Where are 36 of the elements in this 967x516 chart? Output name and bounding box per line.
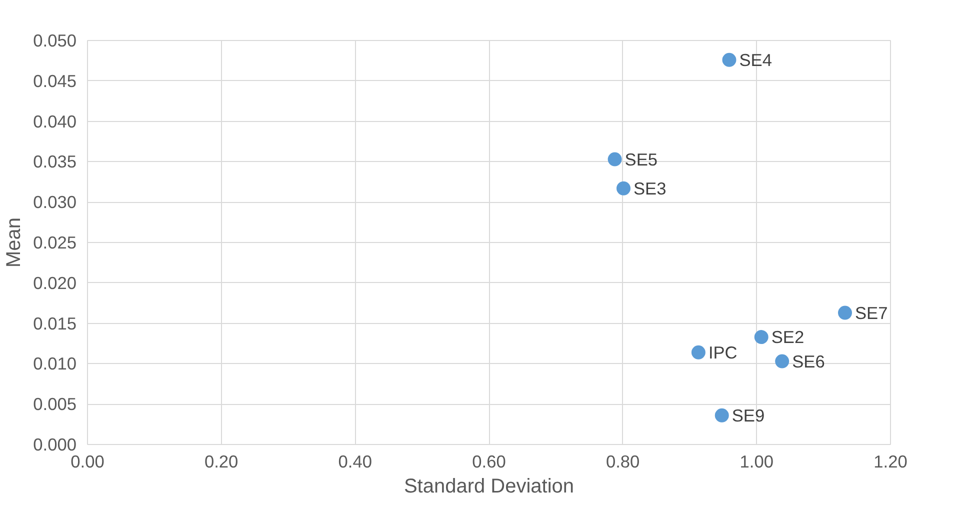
point	[608, 152, 622, 166]
x-tick-label: 1.20	[874, 452, 908, 472]
annotation: SE5	[624, 149, 658, 170]
x-tick-label: 0.80	[606, 452, 640, 472]
point	[775, 354, 790, 368]
y-axis-title: Mean	[3, 217, 26, 268]
point	[754, 330, 768, 344]
x-tick-label: 1.00	[740, 452, 774, 472]
y-tick-label: 0.015	[33, 313, 77, 334]
y-tick-label: 0.035	[33, 152, 77, 172]
y-tick-label: 0.045	[33, 70, 77, 91]
x-axis-title: Standard Deviation	[404, 476, 574, 498]
y-tick-label: 0.005	[33, 394, 77, 414]
point	[722, 52, 736, 67]
y-tick-label: 0.010	[33, 354, 77, 374]
x-tick-label: 0.40	[338, 452, 372, 472]
point	[714, 408, 729, 422]
point	[838, 306, 852, 320]
y-tick-label: 0.025	[33, 232, 77, 252]
annotation: IPC	[708, 342, 738, 362]
annotation: SE9	[732, 405, 765, 426]
annotation: SE3	[634, 178, 666, 198]
annotation: SE7	[854, 302, 888, 323]
x-tick-label: 0.20	[204, 452, 238, 472]
y-tick-label: 0.000	[33, 434, 77, 454]
annotation: SE6	[792, 351, 825, 372]
x-tick-label: 0.00	[70, 452, 104, 472]
x-tick-label: 0.60	[472, 452, 506, 472]
y-tick-label: 0.020	[33, 272, 77, 293]
y-tick-label: 0.030	[33, 192, 77, 212]
annotation: SE4	[739, 50, 772, 70]
y-tick-label: 0.050	[33, 30, 77, 50]
y-tick-label: 0.040	[33, 111, 77, 132]
point	[616, 181, 631, 196]
annotation: SE2	[771, 327, 804, 348]
point	[691, 345, 706, 360]
